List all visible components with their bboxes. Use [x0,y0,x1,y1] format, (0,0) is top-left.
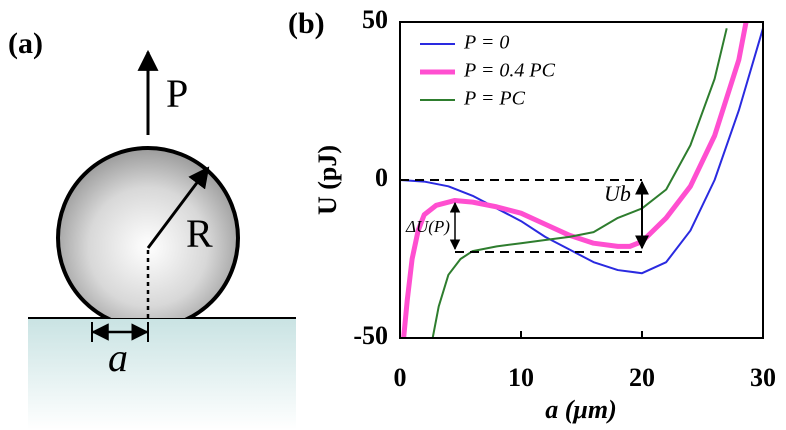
x-tick-label: 10 [508,363,534,392]
legend-label: P = PC [463,88,526,110]
contact-label: a [108,335,128,380]
plot [400,22,763,338]
x-tick-label: 30 [750,363,776,392]
y-tick-label: 50 [362,5,388,34]
y-axis-label: U (pJ) [313,145,342,215]
radius-arrow [146,166,210,249]
legend-label: P = 0.4 PC [463,60,556,82]
curve [401,22,749,338]
legend-label: P = 0 [463,32,509,54]
substrate [28,318,296,430]
x-tick-label: 0 [394,363,407,392]
panel-label: (b) [288,7,325,40]
sphere [56,146,240,318]
panel-a: (a) P R a [8,27,296,430]
y-tick-label: 0 [375,163,388,192]
force-label: P [166,71,188,116]
radius-label: R [186,211,213,256]
y-tick-label: -50 [353,321,388,350]
delta-label: ΔU(P) [405,217,450,236]
curve [400,28,763,275]
x-tick-label: 20 [629,363,655,392]
x-axis-label: a (μm) [545,395,617,424]
barrier-label: Ub [604,181,631,206]
curve [431,28,728,338]
panel-label: (a) [8,27,43,60]
